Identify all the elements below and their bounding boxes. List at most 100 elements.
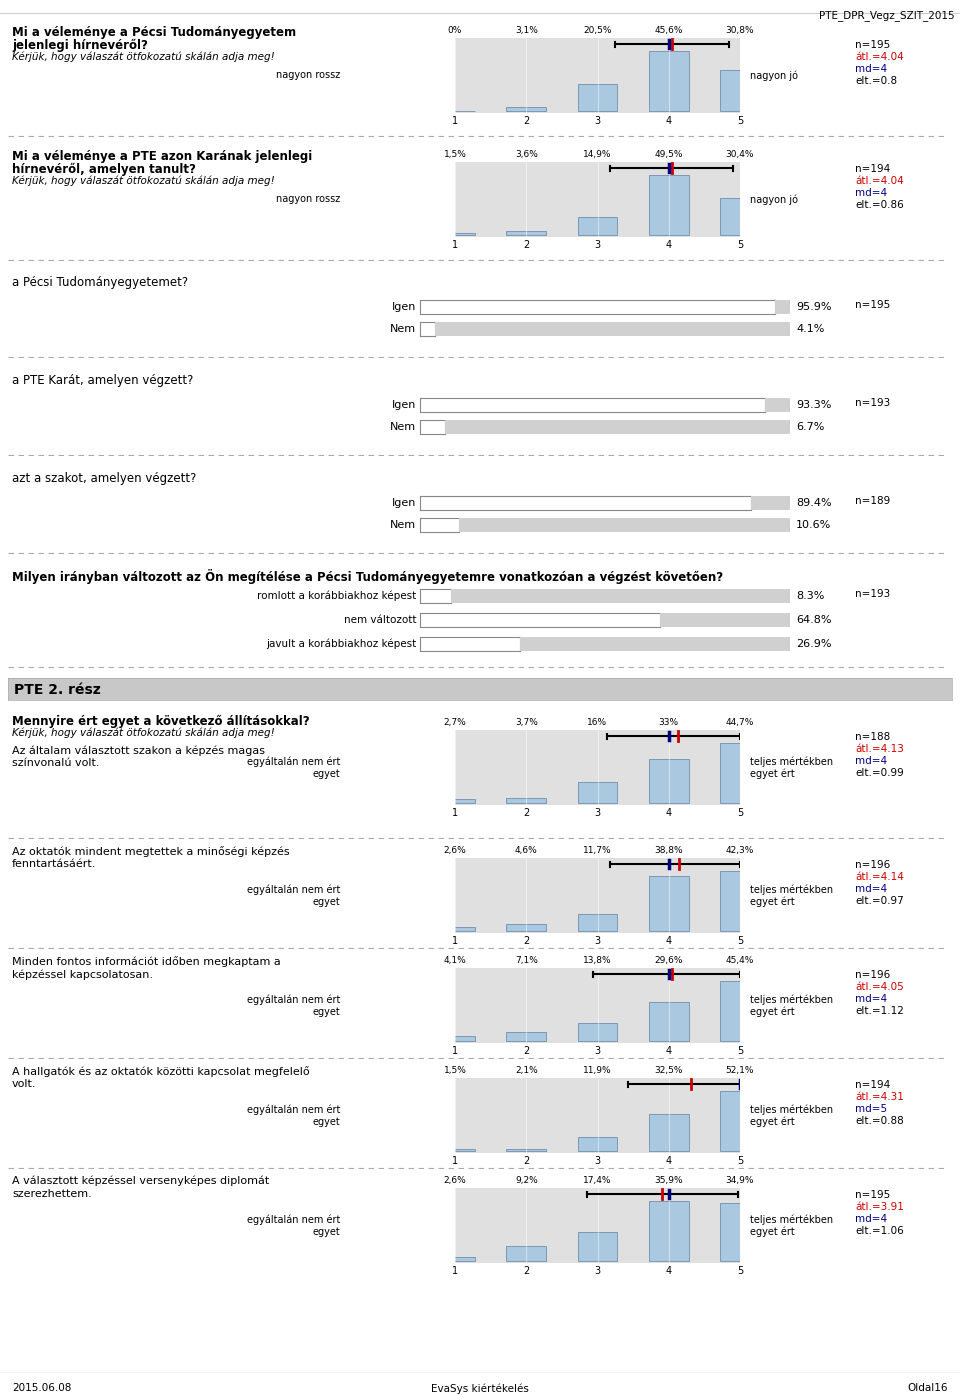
Text: 32,5%: 32,5% <box>655 1066 683 1076</box>
Text: Kérjük, hogy válaszát ötfokozatú skálán adja meg!: Kérjük, hogy válaszát ötfokozatú skálán … <box>12 176 275 187</box>
Bar <box>720 198 760 234</box>
Text: Igen: Igen <box>392 301 416 312</box>
Bar <box>506 925 546 930</box>
Text: Oldal16: Oldal16 <box>907 1382 948 1394</box>
Text: 3: 3 <box>594 1267 601 1276</box>
Text: elt.=0.97: elt.=0.97 <box>855 896 903 905</box>
Text: elt.=1.12: elt.=1.12 <box>855 1006 904 1016</box>
Bar <box>578 1137 617 1151</box>
Text: n=196: n=196 <box>855 859 890 870</box>
Text: 1: 1 <box>452 1156 458 1166</box>
Text: md=4: md=4 <box>855 995 887 1004</box>
Text: 45,6%: 45,6% <box>655 27 683 35</box>
Text: n=193: n=193 <box>855 589 890 598</box>
Text: 4,1%: 4,1% <box>444 956 467 965</box>
Text: szerezhettem.: szerezhettem. <box>12 1189 92 1198</box>
Text: PTE 2. rész: PTE 2. rész <box>14 684 101 698</box>
Text: 11,9%: 11,9% <box>583 1066 612 1076</box>
Text: 52,1%: 52,1% <box>726 1066 755 1076</box>
Text: 3: 3 <box>594 936 601 946</box>
Text: átl.=4.14: átl.=4.14 <box>855 872 904 882</box>
Bar <box>649 52 688 112</box>
Text: 17,4%: 17,4% <box>584 1176 612 1184</box>
Text: 3: 3 <box>594 240 601 250</box>
Text: egyáltalán nem ért
egyet: egyáltalán nem ért egyet <box>247 995 340 1017</box>
Text: EvaSys kiértékelés: EvaSys kiértékelés <box>431 1382 529 1394</box>
Text: Igen: Igen <box>392 400 416 410</box>
Text: md=5: md=5 <box>855 1103 887 1115</box>
Text: 14,9%: 14,9% <box>584 151 612 159</box>
Text: 3,6%: 3,6% <box>515 151 538 159</box>
Text: 3: 3 <box>594 808 601 817</box>
Text: 44,7%: 44,7% <box>726 718 755 727</box>
Bar <box>649 174 688 234</box>
Bar <box>506 107 546 112</box>
Text: jelenlegi hírnevéről?: jelenlegi hírnevéről? <box>12 39 148 52</box>
Text: 4: 4 <box>665 808 672 817</box>
Bar <box>506 1032 546 1041</box>
Text: Minden fontos információt időben megkaptam a: Minden fontos információt időben megkapt… <box>12 956 280 967</box>
Text: teljes mértékben
egyet ért: teljes mértékben egyet ért <box>750 756 833 778</box>
Text: 2,6%: 2,6% <box>444 845 467 855</box>
Text: PTE_DPR_Vegz_SZIT_2015: PTE_DPR_Vegz_SZIT_2015 <box>820 10 955 21</box>
Text: n=194: n=194 <box>855 165 890 174</box>
Text: Mennyire ért egyet a következő állításokkal?: Mennyire ért egyet a következő állítások… <box>12 716 310 728</box>
Text: 95.9%: 95.9% <box>796 301 831 312</box>
Text: 2: 2 <box>523 808 529 817</box>
Bar <box>578 781 617 804</box>
Text: 2: 2 <box>523 1267 529 1276</box>
Text: 2,1%: 2,1% <box>515 1066 538 1076</box>
Text: 1: 1 <box>452 1267 458 1276</box>
Text: Nem: Nem <box>390 324 416 333</box>
Text: 42,3%: 42,3% <box>726 845 755 855</box>
Text: n=195: n=195 <box>855 40 890 50</box>
Text: teljes mértékben
egyet ért: teljes mértékben egyet ért <box>750 995 833 1017</box>
Text: 5: 5 <box>737 936 743 946</box>
Text: hírnevéről, amelyen tanult?: hírnevéről, amelyen tanult? <box>12 163 196 176</box>
Text: n=195: n=195 <box>855 1190 890 1200</box>
Bar <box>720 71 760 112</box>
Text: 5: 5 <box>737 116 743 126</box>
Text: md=4: md=4 <box>855 884 887 894</box>
Text: 3: 3 <box>594 1046 601 1056</box>
Bar <box>720 870 760 930</box>
Bar <box>578 1232 617 1261</box>
Text: átl.=4.04: átl.=4.04 <box>855 52 903 61</box>
Bar <box>720 1202 760 1261</box>
Text: elt.=0.8: elt.=0.8 <box>855 75 898 86</box>
Text: 4: 4 <box>665 116 672 126</box>
Text: 4: 4 <box>665 240 672 250</box>
Text: Igen: Igen <box>392 498 416 508</box>
Text: nagyon rossz: nagyon rossz <box>276 194 340 205</box>
Text: 2: 2 <box>523 936 529 946</box>
Text: egyáltalán nem ért
egyet: egyáltalán nem ért egyet <box>247 1215 340 1236</box>
Text: 49,5%: 49,5% <box>655 151 683 159</box>
Text: n=195: n=195 <box>855 300 890 310</box>
Text: 8.3%: 8.3% <box>796 591 825 601</box>
Text: elt.=0.88: elt.=0.88 <box>855 1116 903 1126</box>
Text: a PTE Karát, amelyen végzett?: a PTE Karát, amelyen végzett? <box>12 374 193 386</box>
Text: Kérjük, hogy válaszát ötfokozatú skálán adja meg!: Kérjük, hogy válaszát ötfokozatú skálán … <box>12 52 275 63</box>
Text: fenntartásáért.: fenntartásáért. <box>12 859 96 869</box>
Text: 20,5%: 20,5% <box>584 27 612 35</box>
Text: 2: 2 <box>523 240 529 250</box>
Text: 45,4%: 45,4% <box>726 956 755 965</box>
Bar <box>578 914 617 930</box>
Bar <box>435 928 475 930</box>
Text: 1: 1 <box>452 936 458 946</box>
Text: 38,8%: 38,8% <box>655 845 684 855</box>
Text: 89.4%: 89.4% <box>796 498 831 508</box>
Text: Mi a véleménye a PTE azon Karának jelenlegi: Mi a véleménye a PTE azon Karának jelenl… <box>12 151 312 163</box>
Bar <box>506 798 546 804</box>
Text: md=4: md=4 <box>855 756 887 766</box>
Text: 0%: 0% <box>447 27 462 35</box>
Bar <box>506 1148 546 1151</box>
Text: nem változott: nem változott <box>344 615 416 625</box>
Text: 1: 1 <box>452 808 458 817</box>
Text: Az oktatók mindent megtettek a minőségi képzés: Az oktatók mindent megtettek a minőségi … <box>12 845 290 857</box>
Text: átl.=3.91: átl.=3.91 <box>855 1202 904 1212</box>
Text: n=193: n=193 <box>855 398 890 407</box>
Text: Az általam választott szakon a képzés magas: Az általam választott szakon a képzés ma… <box>12 745 265 756</box>
Text: elt.=0.99: elt.=0.99 <box>855 769 903 778</box>
Text: 64.8%: 64.8% <box>796 615 831 625</box>
